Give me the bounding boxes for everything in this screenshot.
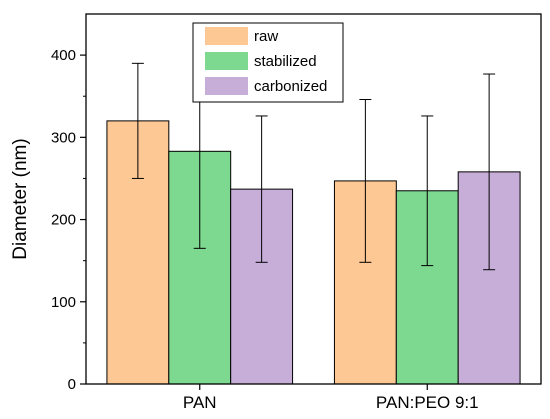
- y-tick-label-1: 100: [51, 294, 76, 311]
- y-tick-label-2: 200: [51, 212, 76, 229]
- y-tick-label-3: 300: [51, 129, 76, 146]
- bars-layer: [106, 120, 521, 385]
- error-bar-raw-1: [359, 99, 372, 263]
- legend-swatch-raw: [205, 27, 248, 45]
- legend-label-carbonized: carbonized: [254, 78, 327, 95]
- legend: raw stabilized carbonized: [192, 22, 344, 103]
- error-bar-stabilized-1: [421, 115, 434, 267]
- legend-label-raw: raw: [254, 28, 278, 45]
- x-tick-label-0: PAN: [183, 393, 217, 412]
- y-tick-label-4: 400: [51, 47, 76, 64]
- error-bar-carbonized-0: [255, 115, 268, 263]
- error-bar-raw-0: [131, 62, 144, 179]
- plot-frame: [85, 13, 542, 385]
- legend-swatch-stabilized: [205, 52, 248, 70]
- legend-swatch-carbonized: [205, 77, 248, 95]
- legend-label-stabilized: stabilized: [254, 53, 317, 70]
- error-bar-carbonized-1: [483, 73, 496, 271]
- axes-layer: PAN PAN:PEO 9:1 0 100 200 300 400: [51, 47, 479, 412]
- y-axis-title: Diameter (nm): [10, 138, 31, 259]
- x-tick-label-1: PAN:PEO 9:1: [376, 393, 479, 412]
- error-bars-layer: [131, 53, 496, 271]
- y-tick-label-0: 0: [68, 376, 76, 393]
